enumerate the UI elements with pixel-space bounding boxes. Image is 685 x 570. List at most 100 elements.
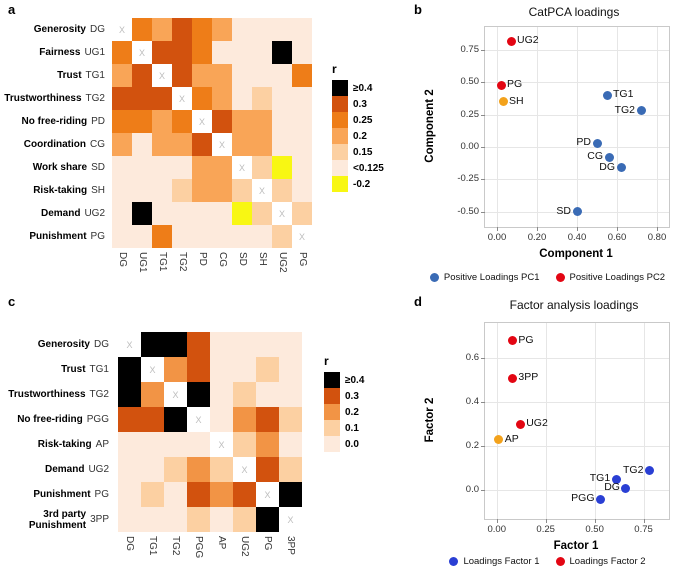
heatmap-c-col-labels: DG TG1 TG2 PGG AP UG2 PG 3PP xyxy=(118,534,302,570)
heatmap-cell xyxy=(232,41,252,64)
heatmap-col-label: DG xyxy=(116,252,128,267)
catpca-x-axis-label: Component 1 xyxy=(539,248,613,260)
row-label-code: DG xyxy=(90,24,105,35)
heatmap-cell xyxy=(233,357,256,382)
y-tick-label: -0.50 xyxy=(457,205,479,217)
heatmap-cell xyxy=(292,156,312,179)
row-label-name: Generosity xyxy=(33,24,86,35)
heatmap-cell: X xyxy=(212,133,232,156)
heatmap-cell xyxy=(172,156,192,179)
legend-label: 0.25 xyxy=(353,114,373,126)
heatmap-cell xyxy=(132,64,152,87)
legend-label: Loadings Factor 2 xyxy=(569,556,646,567)
legend-label: <0.125 xyxy=(353,162,384,174)
heatmap-cell: X xyxy=(232,156,252,179)
gridline xyxy=(485,114,669,116)
heatmap-a-row-labels: Generosity DG Fairness UG1 Trust TG1 Trustwort… xyxy=(0,18,110,248)
point-label: PG xyxy=(518,333,534,346)
legend-swatch xyxy=(332,128,348,144)
heatmap-cell xyxy=(292,133,312,156)
data-point xyxy=(621,483,631,493)
data-point xyxy=(498,97,508,107)
legend-dot xyxy=(429,273,439,282)
heatmap-col-label: SD xyxy=(236,252,248,266)
x-tick-label: 0.80 xyxy=(647,232,667,243)
panel-c: c Generosity DG Trust TG1 Trustworthiness TG2… xyxy=(0,292,408,567)
legend-label: 0.2 xyxy=(345,406,359,418)
heatmap-cell: X xyxy=(141,357,164,382)
point-label: CG xyxy=(587,150,603,163)
panel-c-label: c xyxy=(8,294,16,309)
catpca-legend: Positive Loadings PC1 Positive Loadings P… xyxy=(410,272,685,283)
tick-mark xyxy=(643,519,645,523)
panel-b-label: b xyxy=(414,2,422,17)
point-label: AP xyxy=(504,432,519,445)
legend-item: Loadings Factor 1 xyxy=(449,556,540,567)
row-label-code: SD xyxy=(91,162,105,173)
legend-swatch xyxy=(332,144,348,160)
row-label-name: Trustworthiness xyxy=(8,389,86,400)
heatmap-col-label: CG xyxy=(216,252,228,267)
heatmap-cell xyxy=(210,382,233,407)
row-label-name: Generosity xyxy=(37,339,90,350)
legend-item: 0.25 xyxy=(332,112,384,128)
panel-a: a Generosity DG Fairness UG1 Trust TG1 Trustwo… xyxy=(0,0,408,292)
heatmap-cell xyxy=(141,507,164,532)
point-label: PD xyxy=(576,136,591,149)
point-label: SH xyxy=(509,94,524,107)
heatmap-cell: X xyxy=(164,382,187,407)
heatmap-cell xyxy=(112,87,132,110)
heatmap-cell xyxy=(192,41,212,64)
heatmap-cell xyxy=(256,432,279,457)
heatmap-cell xyxy=(152,110,172,133)
heatmap-cell xyxy=(172,225,192,248)
heatmap-cell xyxy=(232,18,252,41)
tick-mark xyxy=(481,358,485,360)
heatmap-cell: X xyxy=(152,64,172,87)
heatmap-cell xyxy=(141,407,164,432)
legend-label: ≥0.4 xyxy=(353,82,373,94)
legend-label: Loadings Factor 1 xyxy=(463,556,540,567)
heatmap-cell xyxy=(256,407,279,432)
heatmap-cell xyxy=(292,110,312,133)
gridline xyxy=(537,27,538,227)
legend-swatch xyxy=(324,388,340,404)
heatmap-cell xyxy=(112,64,132,87)
data-point xyxy=(616,163,626,173)
tick-mark xyxy=(481,50,485,52)
row-label-code: PGG xyxy=(86,414,109,425)
heatmap-cell xyxy=(279,482,302,507)
tick-mark xyxy=(481,490,485,492)
row-label-code: TG1 xyxy=(85,70,105,81)
heatmap-col-label: UG2 xyxy=(239,536,250,557)
tick-mark xyxy=(497,227,498,231)
heatmap-cell xyxy=(232,202,252,225)
data-point xyxy=(507,336,517,346)
heatmap-cell: X xyxy=(118,332,141,357)
point-label: UG2 xyxy=(526,417,548,430)
heatmap-cell xyxy=(118,507,141,532)
heatmap-col-label: UG2 xyxy=(276,252,288,273)
factor-x-axis-label: Factor 1 xyxy=(553,540,599,552)
heatmap-cell xyxy=(233,432,256,457)
factor-plot-area: 0.00 0.25 0.50 0.75 0.0 0.2 0.4 0.6 PG 3PP UG2 AP TG… xyxy=(466,322,670,535)
heatmap-cell: X xyxy=(272,202,292,225)
heatmap-cell xyxy=(233,407,256,432)
heatmap-row-label: Fairness UG1 xyxy=(0,41,110,64)
legend-swatch xyxy=(324,420,340,436)
catpca-y-axis-label: Component 2 xyxy=(424,89,436,163)
heatmap-cell xyxy=(292,64,312,87)
heatmap-col-label: UG1 xyxy=(136,252,148,273)
heatmap-cell xyxy=(172,110,192,133)
heatmap-col-label: TG1 xyxy=(147,536,158,556)
row-label-code: AP xyxy=(95,439,109,450)
heatmap-col-label: AP xyxy=(216,536,227,550)
panel-d: d Factor analysis loadings Factor 2 0.00… xyxy=(410,292,685,567)
heatmap-cell: X xyxy=(210,432,233,457)
heatmap-row-label: Trustworthiness TG2 xyxy=(0,382,114,407)
heatmap-cell xyxy=(272,133,292,156)
legend-item: ≥0.4 xyxy=(332,80,384,96)
heatmap-cell xyxy=(212,41,232,64)
legend-swatch xyxy=(332,112,348,128)
heatmap-cell xyxy=(210,482,233,507)
